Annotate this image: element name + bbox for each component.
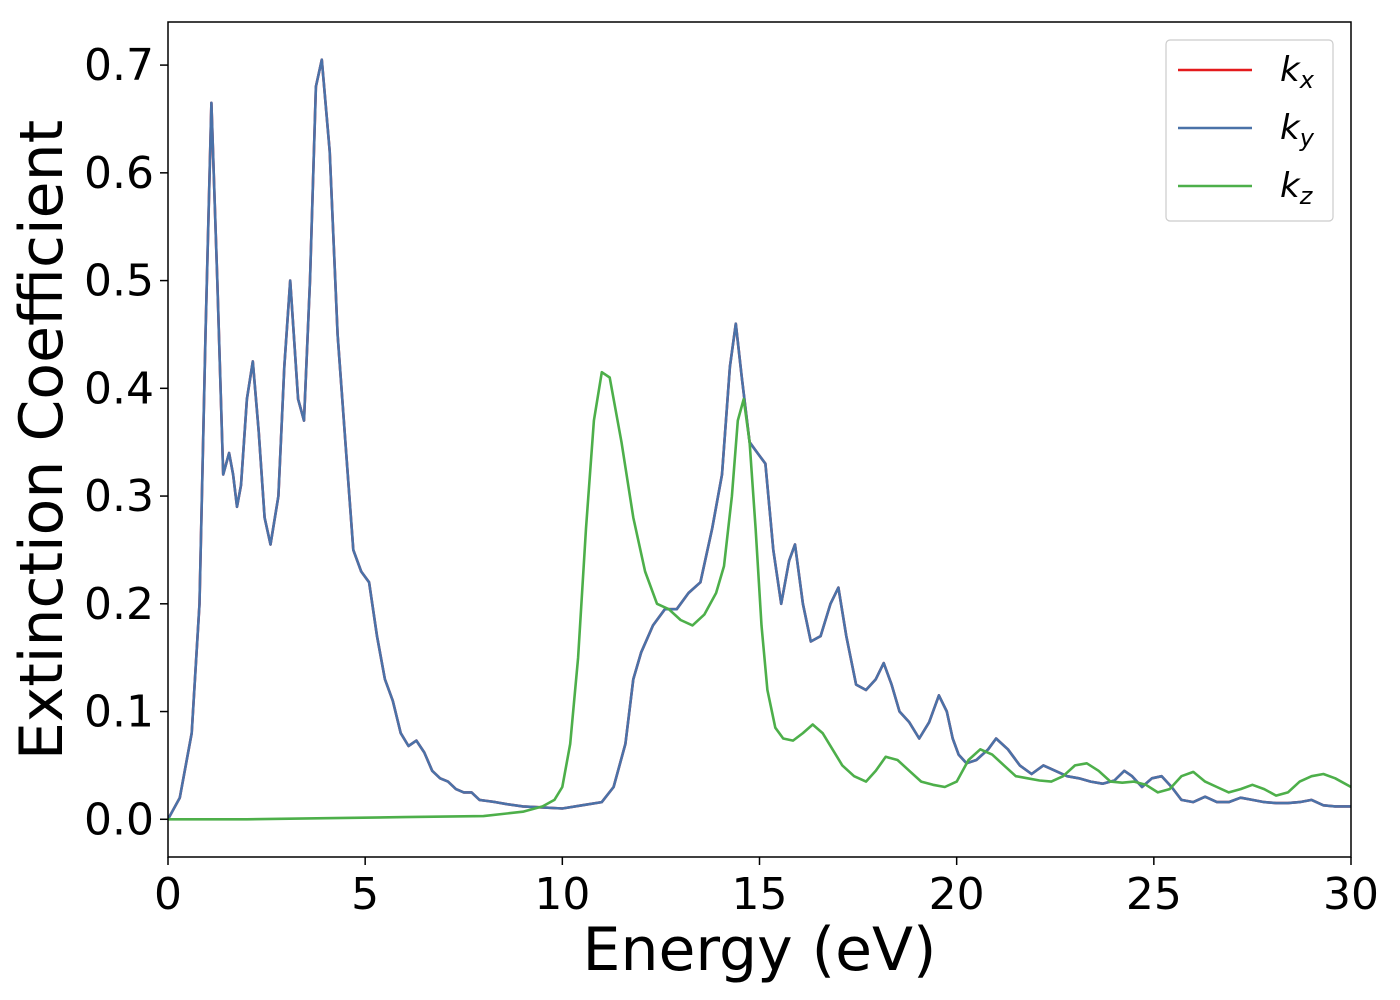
x-tick-label: 25: [1126, 869, 1182, 920]
legend-subscript-y: y: [1299, 124, 1315, 152]
x-axis-title: Energy (eV): [583, 915, 937, 985]
x-tick-label: 30: [1323, 869, 1379, 920]
series-layer: [168, 58, 1351, 821]
y-tick-label: 0.2: [84, 579, 154, 630]
x-tick-label: 20: [929, 869, 985, 920]
legend-box: [1165, 39, 1334, 222]
y-axis-ticks: 0.0 0.1 0.2 0.3 0.4 0.5 0.6 0.7: [84, 40, 168, 845]
y-tick-label: 0.6: [84, 148, 154, 199]
legend-subscript-z: z: [1299, 182, 1314, 210]
y-tick-label: 0.3: [84, 471, 154, 522]
series-line-z: [168, 370, 1351, 821]
y-tick-label: 0.4: [84, 363, 154, 414]
x-tick-label: 15: [732, 869, 788, 920]
y-tick-label: 0.1: [84, 687, 154, 738]
x-tick-label: 5: [351, 869, 379, 920]
x-tick-label: 10: [534, 869, 590, 920]
y-tick-label: 0.5: [84, 256, 154, 307]
x-axis-ticks: 0 5 10 15 20 25 30: [154, 857, 1379, 920]
y-axis-title: Extinction Coefficient: [7, 120, 77, 760]
x-tick-label: 0: [154, 869, 182, 920]
legend-subscript-x: x: [1299, 66, 1315, 94]
y-tick-label: 0.0: [84, 794, 154, 845]
y-tick-label: 0.7: [84, 40, 154, 91]
